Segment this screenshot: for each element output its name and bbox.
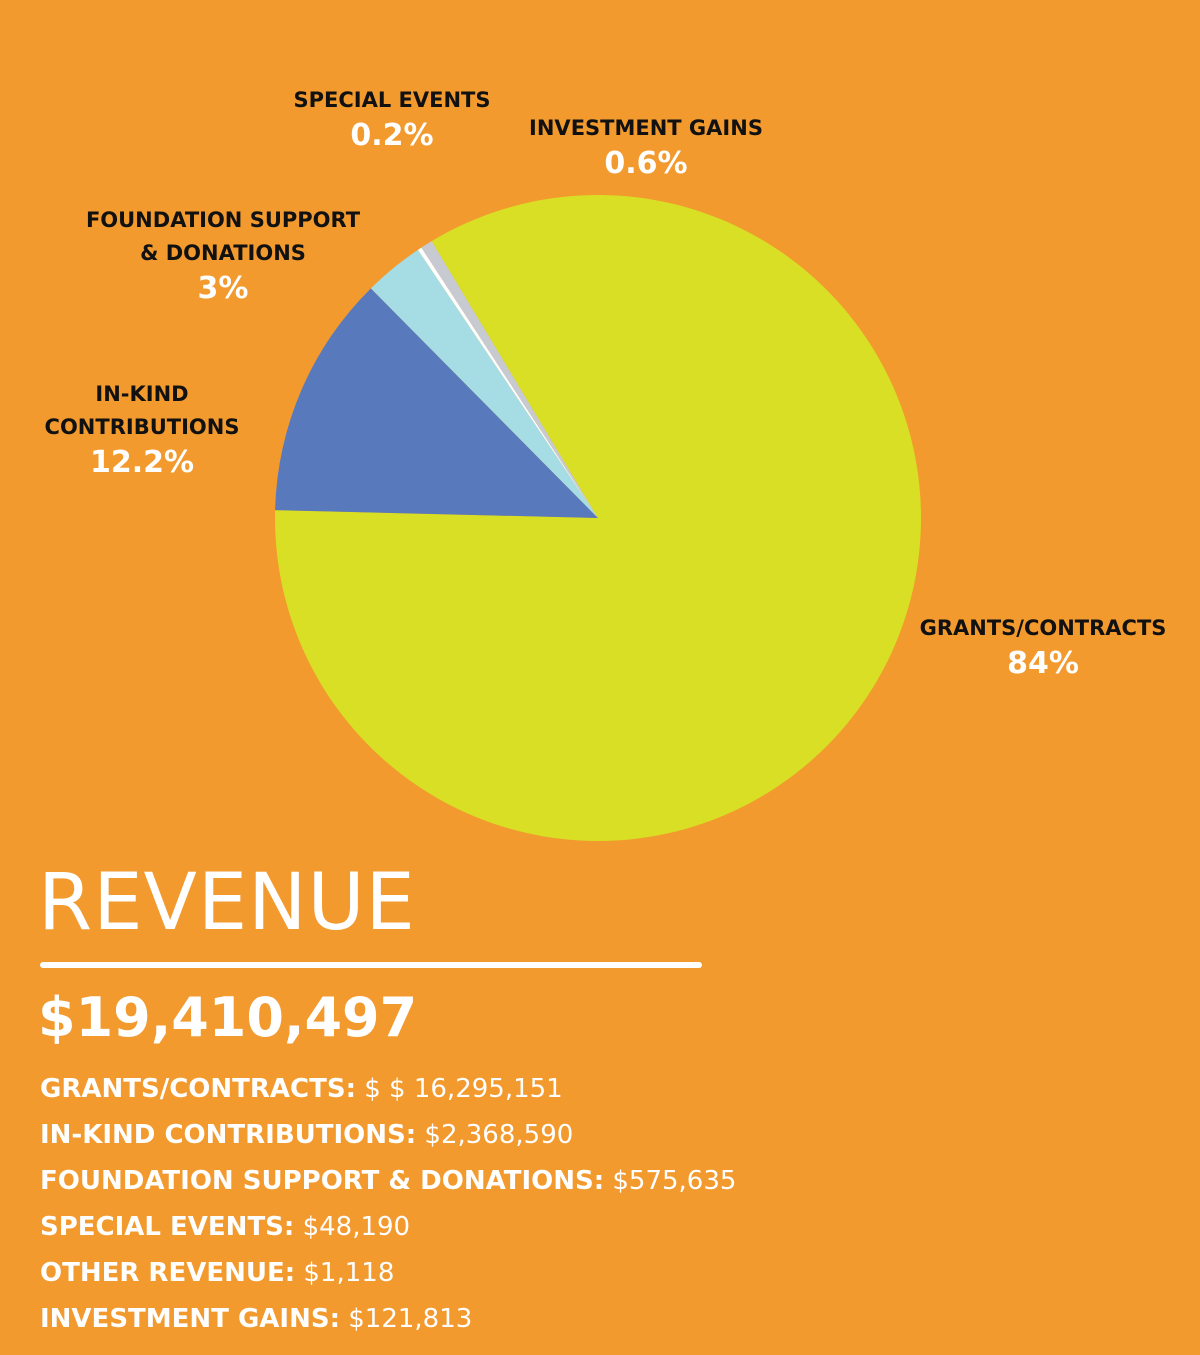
- in-kind-contributions-label: IN-KIND CONTRIBUTIONS 12.2%: [45, 378, 240, 482]
- breakdown-name: GRANTS/CONTRACTS:: [40, 1074, 356, 1104]
- slice-foundation-support: [370, 249, 598, 518]
- breakdown-name: SPECIAL EVENTS:: [40, 1212, 295, 1242]
- foundation-support-percent: 3%: [197, 271, 249, 306]
- revenue-breakdown-list: GRANTS/CONTRACTS: $ $ 16,295,151 IN-KIND…: [40, 1066, 736, 1342]
- in-kind-name-line2: CONTRIBUTIONS: [44, 415, 240, 439]
- breakdown-value: $2,368,590: [424, 1120, 574, 1150]
- breakdown-name: IN-KIND CONTRIBUTIONS:: [40, 1120, 417, 1150]
- slice-in-kind-contributions: [275, 288, 598, 518]
- special-events-percent: 0.2%: [350, 118, 434, 153]
- title-divider: [40, 962, 702, 968]
- breakdown-value: $121,813: [348, 1304, 473, 1334]
- foundation-support-name-line2: & DONATIONS: [140, 241, 306, 265]
- slice-special-events: [417, 247, 598, 518]
- breakdown-name: INVESTMENT GAINS:: [40, 1304, 340, 1334]
- grants-contracts-label: GRANTS/CONTRACTS 84%: [920, 612, 1167, 683]
- breakdown-name: FOUNDATION SUPPORT & DONATIONS:: [40, 1166, 605, 1196]
- breakdown-item-other-revenue: OTHER REVENUE: $1,118: [40, 1250, 736, 1296]
- special-events-label: SPECIAL EVENTS 0.2%: [294, 84, 491, 155]
- breakdown-name: OTHER REVENUE:: [40, 1258, 296, 1288]
- in-kind-percent: 12.2%: [89, 445, 195, 480]
- breakdown-value: $48,190: [302, 1212, 411, 1242]
- in-kind-name-line1: IN-KIND: [95, 382, 189, 406]
- slice-investment-gains: [421, 241, 598, 518]
- foundation-support-label: FOUNDATION SUPPORT & DONATIONS 3%: [86, 204, 360, 308]
- breakdown-value: $ $ 16,295,151: [364, 1074, 563, 1104]
- breakdown-value: $1,118: [303, 1258, 395, 1288]
- special-events-name: SPECIAL EVENTS: [293, 88, 491, 112]
- breakdown-item-foundation: FOUNDATION SUPPORT & DONATIONS: $575,635: [40, 1158, 736, 1204]
- revenue-pie-chart: [275, 194, 922, 841]
- slice-grants-contracts: [275, 194, 922, 841]
- grants-contracts-percent: 84%: [1007, 646, 1079, 681]
- breakdown-item-in-kind: IN-KIND CONTRIBUTIONS: $2,368,590: [40, 1112, 736, 1158]
- grants-contracts-name: GRANTS/CONTRACTS: [919, 616, 1167, 640]
- breakdown-item-special-events: SPECIAL EVENTS: $48,190: [40, 1204, 736, 1250]
- foundation-support-name-line1: FOUNDATION SUPPORT: [85, 208, 361, 232]
- breakdown-item-investment-gains: INVESTMENT GAINS: $121,813: [40, 1296, 736, 1342]
- investment-gains-name: INVESTMENT GAINS: [529, 116, 763, 140]
- total-revenue: $19,410,497: [38, 986, 418, 1049]
- breakdown-value: $575,635: [612, 1166, 737, 1196]
- investment-gains-label: INVESTMENT GAINS 0.6%: [529, 112, 763, 183]
- breakdown-item-grants: GRANTS/CONTRACTS: $ $ 16,295,151: [40, 1066, 736, 1112]
- investment-gains-percent: 0.6%: [604, 146, 688, 181]
- section-title: REVENUE: [38, 858, 416, 948]
